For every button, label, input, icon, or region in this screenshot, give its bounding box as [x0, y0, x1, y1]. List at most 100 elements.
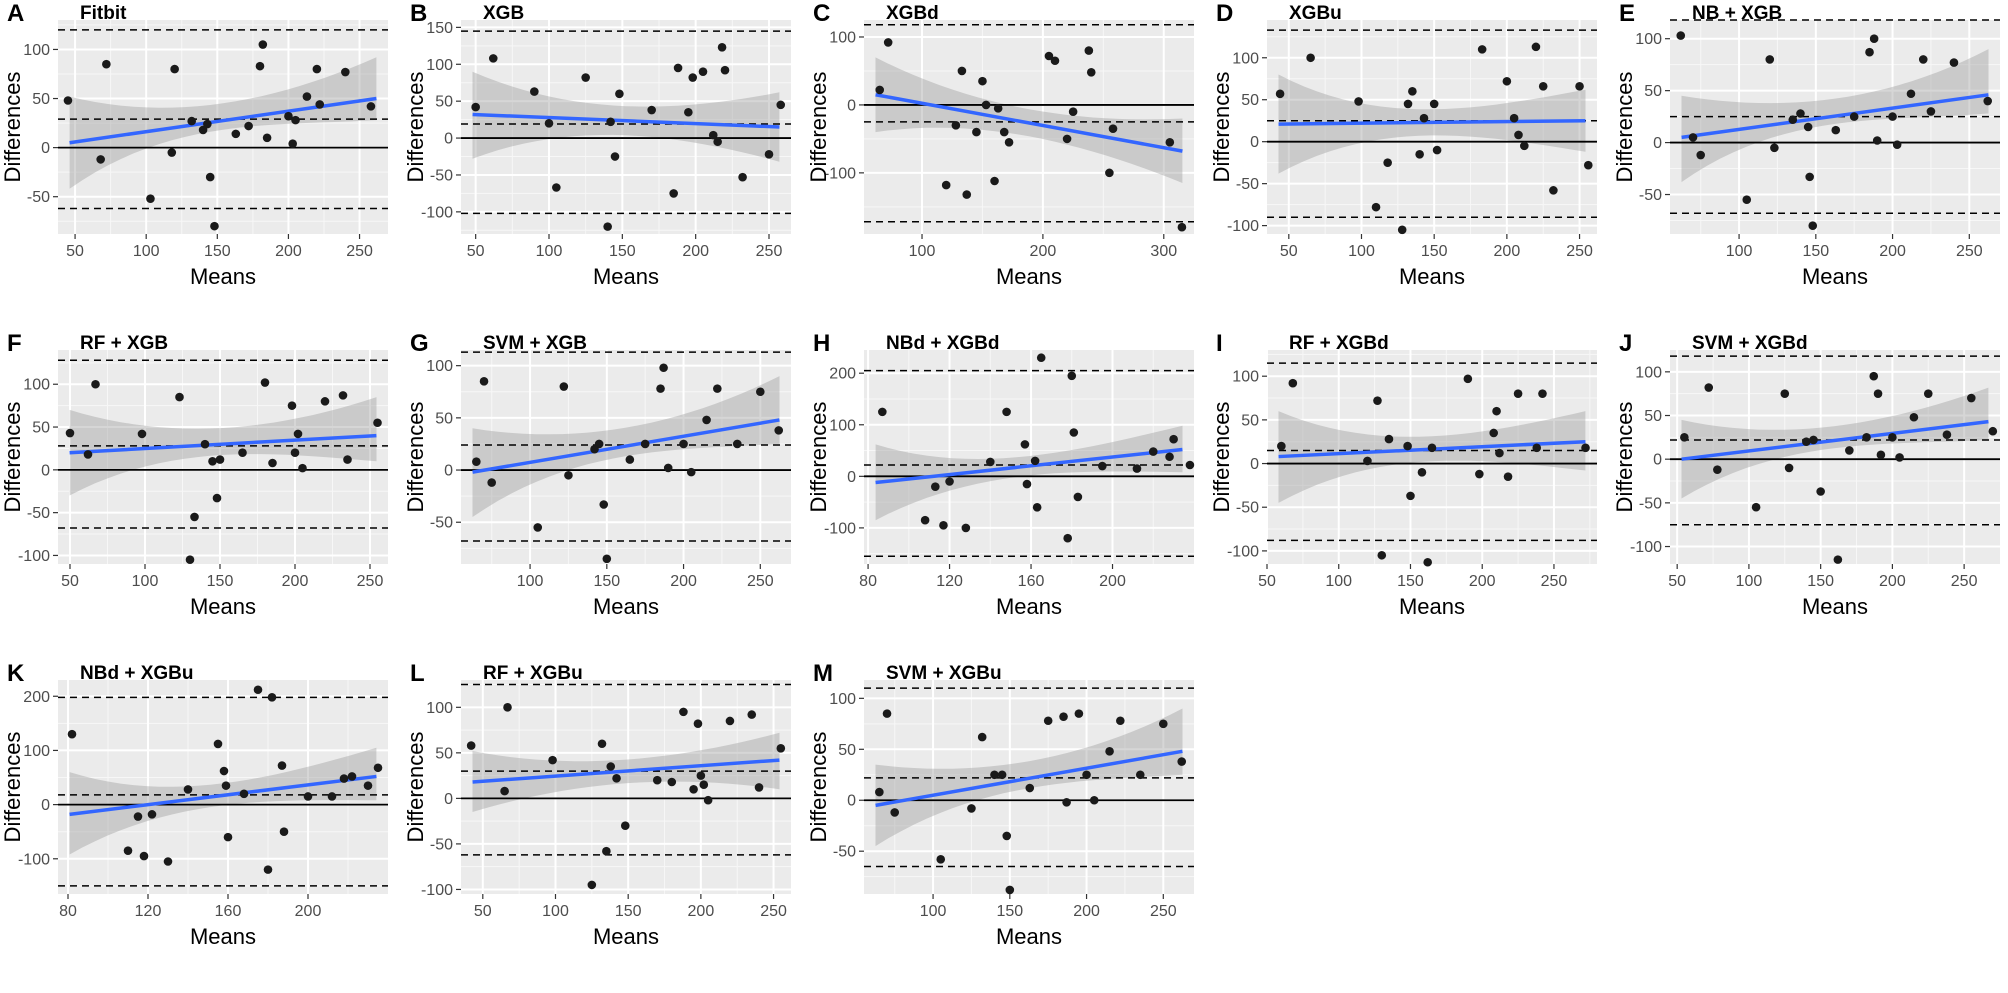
y-axis-label: Differences [0, 732, 25, 843]
x-axis-label: Means [1399, 264, 1465, 289]
panel-title: RF + XGBu [483, 663, 583, 684]
data-point [615, 89, 624, 99]
x-tick-label: 150 [207, 573, 234, 590]
y-tick-label: 200 [829, 366, 856, 383]
data-point [1408, 87, 1417, 96]
x-tick-label: 50 [467, 243, 485, 260]
panel-k: 80 120 160 200 -100 0 100 200 Means Differences K N… [0, 660, 388, 949]
data-point [167, 148, 177, 157]
data-point [1062, 134, 1072, 144]
data-point [288, 139, 297, 148]
data-point [1132, 464, 1142, 473]
data-point [1802, 437, 1811, 447]
data-point [882, 709, 892, 718]
data-point [1816, 487, 1825, 496]
data-point [756, 387, 765, 397]
data-point [1770, 143, 1779, 153]
x-tick-label: 80 [59, 903, 77, 920]
data-point [647, 105, 656, 115]
data-point [1002, 407, 1011, 417]
data-point [1808, 221, 1818, 230]
data-point [347, 772, 357, 781]
data-point [1068, 107, 1078, 117]
y-tick-label: 50 [1241, 92, 1259, 109]
x-tick-label: 200 [275, 243, 302, 260]
data-point [1865, 47, 1874, 57]
y-axis-label: Differences [1209, 402, 1234, 513]
data-point [1988, 426, 1998, 436]
data-point [1967, 393, 1976, 403]
data-point [1549, 186, 1558, 195]
x-tick-label: 200 [670, 573, 697, 590]
data-point [472, 457, 481, 466]
data-point [1805, 172, 1814, 182]
data-point [1489, 428, 1498, 438]
regression-line [69, 433, 377, 455]
data-point [764, 150, 774, 159]
data-point [625, 455, 635, 464]
data-point [1676, 31, 1686, 40]
data-point [1074, 709, 1084, 718]
y-axis-label: Differences [403, 732, 428, 843]
data-point [640, 439, 650, 449]
x-tick-label: 100 [133, 243, 160, 260]
y-tick-label: 0 [847, 793, 856, 810]
data-point [1059, 712, 1068, 721]
y-tick-label: 100 [426, 700, 453, 717]
data-point [599, 500, 609, 509]
data-point [663, 463, 673, 473]
data-point [1495, 448, 1504, 458]
panel-title: XGBu [1289, 3, 1342, 24]
data-point [267, 693, 277, 702]
data-point [1538, 389, 1547, 398]
data-point [606, 762, 616, 771]
x-tick-label: 200 [682, 243, 709, 260]
x-axis-label: Means [190, 594, 256, 619]
data-point [244, 121, 253, 131]
data-point [1277, 441, 1286, 451]
data-point [1419, 113, 1429, 123]
data-point [610, 152, 620, 161]
data-point [977, 732, 987, 742]
plot-background [1267, 350, 1597, 564]
data-point [212, 493, 222, 503]
data-point [1492, 406, 1501, 416]
data-point [606, 117, 615, 127]
x-tick-label: 200 [295, 903, 322, 920]
data-point [203, 119, 212, 129]
data-point [612, 774, 621, 783]
panel-letter: A [7, 0, 24, 27]
y-tick-label: -100 [1630, 539, 1662, 556]
x-tick-label: 250 [1541, 573, 1568, 590]
x-tick-label: 250 [357, 573, 384, 590]
data-point [957, 66, 967, 76]
data-point [260, 378, 270, 387]
data-point [1063, 533, 1073, 543]
data-point [291, 115, 300, 125]
data-point [1363, 456, 1372, 466]
data-point [1371, 202, 1381, 212]
data-point [720, 65, 730, 75]
confidence-band [1278, 411, 1586, 503]
confidence-band [69, 57, 377, 189]
panel-title: RF + XGB [80, 333, 168, 354]
data-point [702, 415, 711, 425]
y-tick-label: 50 [32, 91, 50, 108]
data-point [1043, 716, 1053, 726]
data-point [1062, 797, 1071, 807]
data-point [776, 743, 786, 753]
y-tick-label: -100 [421, 882, 453, 899]
data-point [679, 439, 688, 449]
data-point [1050, 56, 1060, 66]
data-point [1403, 99, 1413, 109]
data-point [1751, 502, 1761, 512]
y-axis-label: Differences [1209, 72, 1234, 183]
data-point [1906, 89, 1916, 99]
y-tick-label: -100 [18, 548, 50, 565]
data-point [1575, 81, 1584, 91]
y-tick-label: 100 [829, 417, 856, 434]
data-point [875, 85, 885, 95]
x-tick-label: 300 [1150, 243, 1177, 260]
y-tick-label: 50 [1644, 408, 1662, 425]
panel-letter: M [813, 660, 833, 687]
